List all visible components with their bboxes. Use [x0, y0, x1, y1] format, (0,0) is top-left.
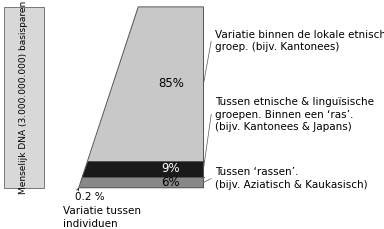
Text: 9%: 9% [162, 162, 180, 175]
Polygon shape [88, 7, 204, 161]
Text: Variatie tussen
individuen: Variatie tussen individuen [63, 206, 141, 229]
Text: Tussen etnische & linguïsische
groepen. Binnen een ‘ras’.
(bijv. Kantonees & Jap: Tussen etnische & linguïsische groepen. … [215, 97, 374, 132]
Text: Tussen ‘rassen’.
(bijv. Aziatisch & Kaukasisch): Tussen ‘rassen’. (bijv. Aziatisch & Kauk… [215, 167, 367, 190]
Polygon shape [79, 177, 204, 188]
Bar [4, 7, 44, 188]
Polygon shape [82, 161, 204, 177]
Text: 85%: 85% [158, 77, 184, 90]
Text: Variatie binnen de lokale etnische
groep. (bijv. Kantonees): Variatie binnen de lokale etnische groep… [215, 30, 384, 52]
Text: 6%: 6% [162, 176, 180, 189]
Text: Menselijk DNA (3.000.000.000) basisparen: Menselijk DNA (3.000.000.000) basisparen [20, 1, 28, 194]
Text: 0.2 %: 0.2 % [75, 192, 104, 202]
